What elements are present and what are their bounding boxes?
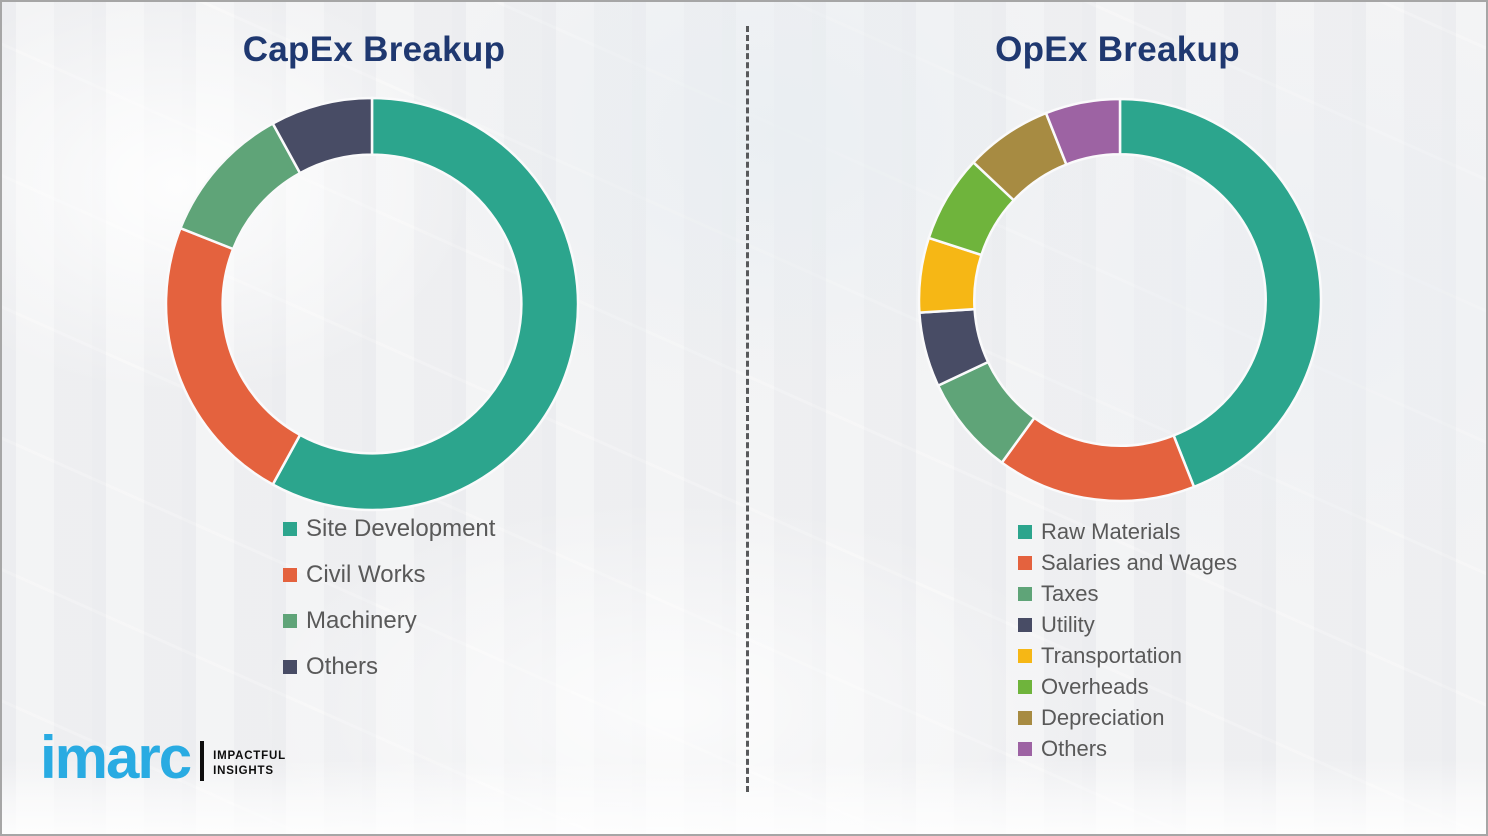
- legend-item-others: Others: [283, 653, 495, 681]
- capex-chart-title: CapEx Breakup: [242, 30, 506, 69]
- legend-marker: [283, 614, 297, 628]
- legend-label: Salaries and Wages: [1041, 550, 1238, 575]
- legend-label: Overheads: [1041, 674, 1149, 699]
- logo-tagline-line2: INSIGHTS: [213, 765, 274, 778]
- legend-item-others: Others: [1018, 736, 1237, 762]
- legend-item-utility: Utility: [1018, 612, 1237, 638]
- legend-label: Taxes: [1041, 581, 1099, 606]
- legend-label: Machinery: [306, 607, 417, 634]
- legend-item-transportation: Transportation: [1018, 643, 1237, 669]
- donut-segment-site-development: [271, 96, 580, 512]
- legend-item-machinery: Machinery: [283, 607, 495, 635]
- donut-segment-civil-works: [164, 226, 302, 487]
- legend-item-taxes: Taxes: [1018, 581, 1237, 607]
- legend-label: Utility: [1041, 612, 1095, 637]
- legend-marker: [283, 660, 297, 674]
- legend-marker: [283, 568, 297, 582]
- legend-marker: [1018, 680, 1032, 694]
- dashed-divider: [746, 26, 749, 792]
- legend-marker: [1018, 587, 1032, 601]
- logo-tagline-line1: IMPACTFUL: [213, 750, 286, 763]
- legend-item-depreciation: Depreciation: [1018, 705, 1237, 731]
- legend-item-salaries-and-wages: Salaries and Wages: [1018, 550, 1237, 576]
- legend-label: Others: [1041, 736, 1108, 761]
- donut-segment-salaries-and-wages: [1000, 416, 1196, 503]
- logo-tagline: IMPACTFUL INSIGHTS: [213, 749, 286, 779]
- legend-item-site-development: Site Development: [283, 515, 495, 543]
- capex-legend: Site Development Civil Works Machinery Othe…: [283, 515, 495, 681]
- legend-marker: [1018, 711, 1032, 725]
- donut-segment-others: [271, 96, 374, 175]
- legend-label: Site Development: [306, 515, 496, 542]
- logo-divider-bar: [200, 741, 205, 781]
- legend-item-raw-materials: Raw Materials: [1018, 519, 1237, 545]
- legend-marker: [1018, 525, 1032, 539]
- legend-marker: [1018, 556, 1032, 570]
- legend-label: Transportation: [1041, 643, 1183, 668]
- legend-item-civil-works: Civil Works: [283, 561, 495, 589]
- legend-marker: [1018, 649, 1032, 663]
- legend-marker: [1018, 742, 1032, 756]
- imarc-logo: imarc IMPACTFUL INSIGHTS: [40, 724, 286, 791]
- legend-marker: [283, 522, 297, 536]
- opex-donut-chart: [917, 97, 1323, 508]
- opex-legend: Raw Materials Salaries and Wages Taxes Util…: [1018, 519, 1237, 762]
- donut-segment-raw-materials: [1118, 97, 1323, 489]
- capex-donut-chart: [164, 96, 580, 517]
- legend-label: Raw Materials: [1041, 519, 1181, 544]
- imarc-logo-wordmark: imarc: [40, 724, 192, 791]
- legend-marker: [1018, 618, 1032, 632]
- legend-label: Others: [306, 653, 379, 680]
- legend-label: Civil Works: [306, 561, 426, 588]
- legend-item-overheads: Overheads: [1018, 674, 1237, 700]
- opex-chart-title: OpEx Breakup: [995, 30, 1240, 69]
- legend-label: Depreciation: [1041, 705, 1165, 730]
- donut-segment-others: [1044, 97, 1122, 167]
